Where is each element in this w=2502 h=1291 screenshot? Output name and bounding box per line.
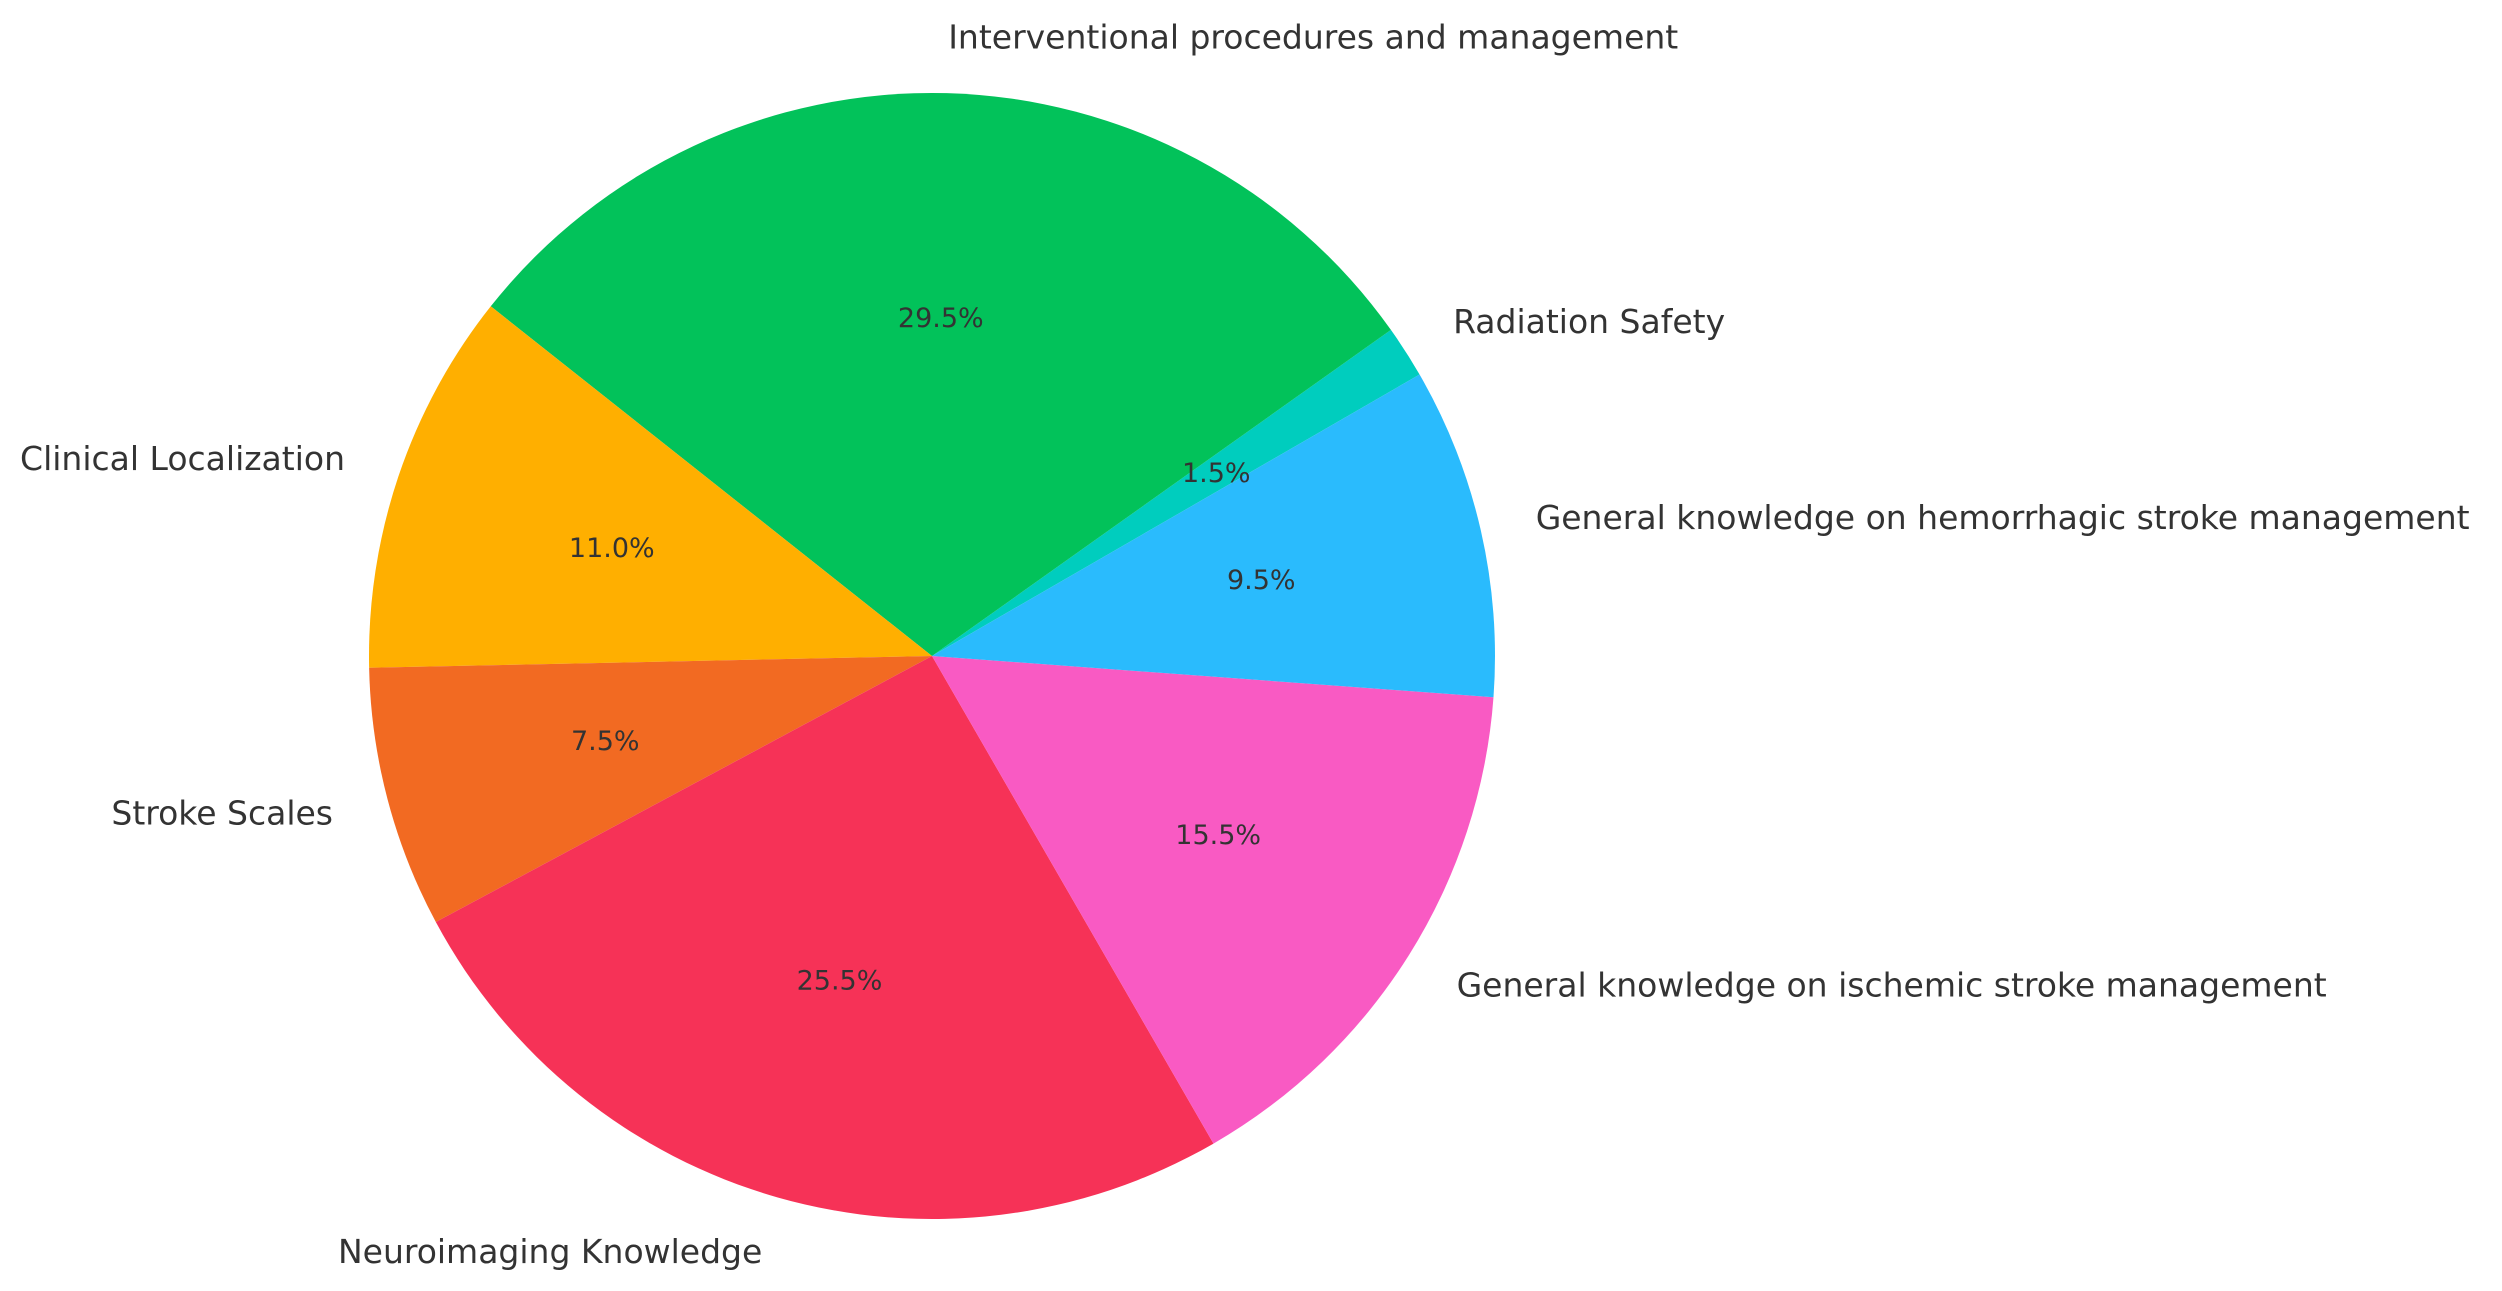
- category-label-radiation-safety: Radiation Safety: [1453, 302, 1725, 341]
- pct-label-radiation-safety: 1.5%: [1182, 458, 1251, 489]
- pct-label-general-knowledge-on-ischemic-stroke-management: 15.5%: [1175, 820, 1261, 851]
- pct-label-neuroimaging-knowledge: 25.5%: [797, 965, 883, 996]
- pct-label-clinical-localization: 11.0%: [569, 533, 655, 564]
- category-label-neuroimaging-knowledge: Neuroimaging Knowledge: [338, 1232, 762, 1271]
- pie-slice-neuroimaging-knowledge: [435, 656, 1214, 1219]
- pie-slice-interventional-procedures-and-management: [490, 92, 1391, 656]
- category-label-interventional-procedures-and-management: Interventional procedures and management: [948, 17, 1678, 56]
- pie-slice-general-knowledge-on-ischemic-stroke-management: [932, 656, 1494, 1144]
- pct-label-general-knowledge-on-hemorrhagic-stroke-management: 9.5%: [1227, 565, 1296, 596]
- percentage-labels: 1.5% 29.5% 11.0% 7.5% 25.5% 15.5% 9.5%: [569, 303, 1296, 997]
- pie-slice-general-knowledge-on-hemorrhagic-stroke-management: [932, 374, 1496, 698]
- category-label-general-knowledge-on-ischemic-stroke-management: General knowledge on ischemic stroke man…: [1457, 966, 2327, 1005]
- pie-slice-stroke-scales: [369, 656, 932, 923]
- category-label-clinical-localization: Clinical Localization: [20, 439, 345, 478]
- pie-slice-clinical-localization: [368, 306, 932, 668]
- pct-label-interventional-procedures-and-management: 29.5%: [898, 303, 984, 334]
- category-label-general-knowledge-on-hemorrhagic-stroke-management: General knowledge on hemorrhagic stroke …: [1536, 498, 2470, 537]
- category-label-stroke-scales: Stroke Scales: [111, 794, 333, 833]
- category-labels: Radiation Safety Interventional procedure…: [20, 17, 2470, 1271]
- pie-slices: [368, 92, 1496, 1219]
- pie-slice-radiation-safety: [932, 329, 1420, 656]
- pct-label-stroke-scales: 7.5%: [571, 726, 640, 757]
